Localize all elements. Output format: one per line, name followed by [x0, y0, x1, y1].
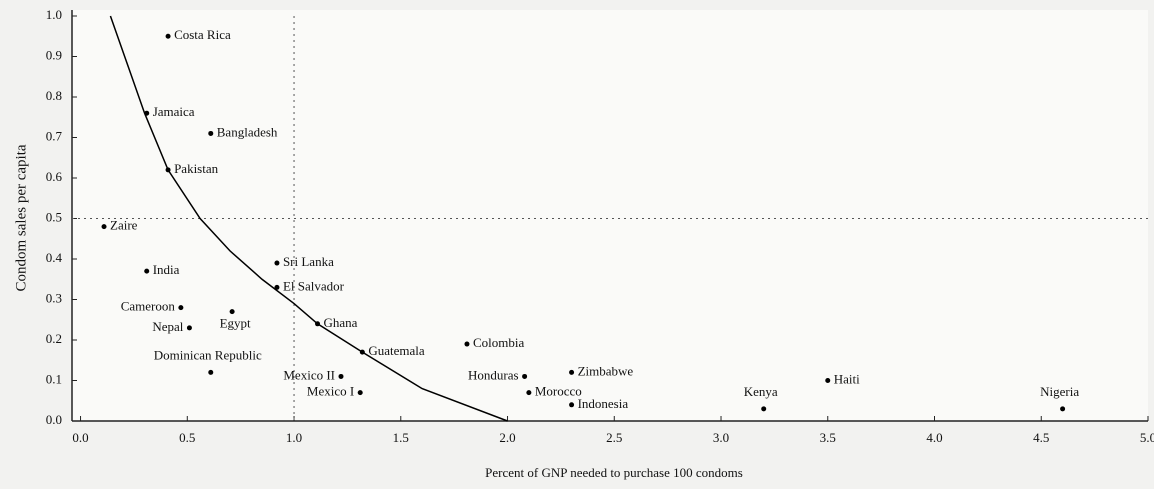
point: [101, 224, 107, 230]
x-tick-label: 1.0: [286, 430, 302, 445]
y-axis-label: Condom sales per capita: [13, 144, 29, 291]
x-tick-label: 0.0: [72, 430, 88, 445]
x-tick-label: 3.0: [713, 430, 729, 445]
x-tick-label: 4.5: [1033, 430, 1049, 445]
point-label: Bangladesh: [217, 124, 278, 139]
point: [208, 130, 214, 136]
point-label: El Salvador: [283, 278, 345, 293]
y-tick-label: 0.9: [46, 47, 62, 62]
point: [178, 305, 184, 311]
point: [165, 167, 171, 173]
point-label: Costa Rica: [174, 27, 231, 42]
point: [186, 325, 192, 331]
point: [569, 369, 575, 375]
y-tick-label: 0.7: [46, 128, 63, 143]
point: [144, 268, 150, 274]
y-tick-label: 0.4: [46, 250, 63, 265]
point-label: Cameroon: [121, 299, 176, 314]
x-tick-label: 3.5: [820, 430, 836, 445]
plot-area: [72, 10, 1148, 421]
point: [274, 284, 280, 290]
point: [522, 373, 528, 379]
point: [229, 309, 235, 315]
point-label: Ghana: [324, 315, 358, 330]
y-tick-label: 0.1: [46, 371, 62, 386]
x-axis-label: Percent of GNP needed to purchase 100 co…: [485, 465, 743, 480]
x-tick-label: 1.5: [393, 430, 409, 445]
point: [825, 378, 831, 383]
point-label: Guatemala: [368, 343, 425, 358]
point-label: Sri Lanka: [283, 254, 334, 269]
point: [274, 260, 280, 266]
point-label: Zaire: [110, 218, 138, 233]
point-label: Indonesia: [578, 396, 629, 411]
y-tick-label: 0.6: [46, 169, 63, 184]
point: [464, 341, 470, 347]
point-label: Honduras: [468, 367, 519, 382]
x-tick-label: 4.0: [926, 430, 942, 445]
point-label: Nepal: [152, 319, 183, 334]
point-label: Morocco: [535, 384, 582, 399]
point-label: Jamaica: [153, 104, 195, 119]
point: [359, 349, 365, 355]
y-tick-label: 0.5: [46, 209, 62, 224]
y-tick-label: 0.3: [46, 290, 62, 305]
y-tick-label: 0.0: [46, 412, 62, 427]
point-label: Mexico I: [307, 384, 354, 399]
point-label: Pakistan: [174, 161, 219, 176]
x-tick-label: 2.5: [606, 430, 622, 445]
y-tick-label: 1.0: [46, 7, 62, 22]
point-label: Dominican Republic: [154, 347, 262, 362]
fitted-curve: [109, 15, 508, 422]
point: [1060, 406, 1066, 412]
point-label: Mexico II: [283, 367, 335, 382]
y-tick-label: 0.8: [46, 88, 62, 103]
point: [761, 406, 767, 412]
point: [569, 402, 575, 408]
point-label: India: [153, 262, 180, 277]
point: [526, 390, 532, 396]
point: [144, 110, 150, 116]
y-tick-label: 0.2: [46, 331, 62, 346]
point-label: Colombia: [473, 335, 525, 350]
x-tick-label: 2.0: [499, 430, 515, 445]
point-label: Egypt: [220, 316, 251, 331]
x-tick-label: 5.0: [1140, 430, 1154, 445]
point: [338, 373, 344, 379]
point: [315, 321, 321, 327]
point-label: Zimbabwe: [578, 363, 634, 378]
point: [357, 390, 363, 396]
point: [208, 369, 214, 375]
point-label: Haiti: [834, 371, 860, 386]
point-label: Kenya: [744, 384, 778, 399]
x-tick-label: 0.5: [179, 430, 195, 445]
point: [165, 33, 171, 39]
point-label: Nigeria: [1040, 384, 1079, 399]
